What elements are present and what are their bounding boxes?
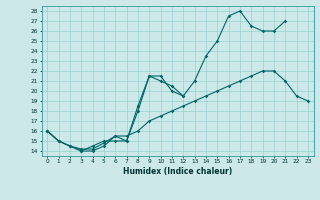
X-axis label: Humidex (Indice chaleur): Humidex (Indice chaleur): [123, 167, 232, 176]
